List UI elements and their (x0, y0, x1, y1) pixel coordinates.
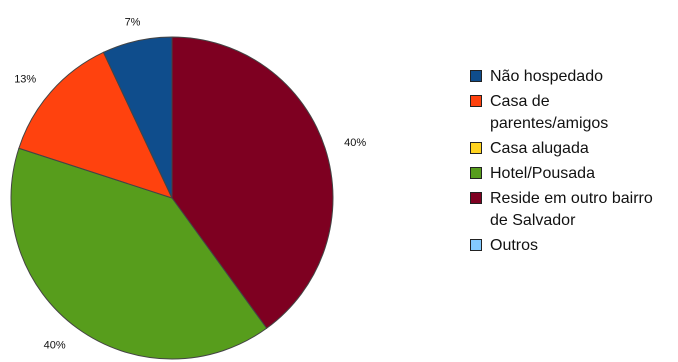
data-label-casa-de-parentes-amigos: 13% (14, 73, 36, 85)
data-label-nao-hospedado: 7% (125, 16, 141, 28)
legend-item-hotel-pousada: Hotel/Pousada (470, 163, 670, 185)
legend-swatch-casa-de-parentes-amigos (470, 95, 482, 107)
legend-swatch-reside-em-outro-bairro-de-salvador (470, 192, 482, 204)
pie-slice-nao-hospedado (102, 36, 173, 199)
legend-label-hotel-pousada: Hotel/Pousada (490, 165, 595, 182)
data-label-hotel-pousada: 40% (44, 339, 66, 351)
legend-label-nao-hospedado: Não hospedado (490, 68, 603, 85)
legend-label-casa-de-parentes-amigos: Casa de parentes/amigos (490, 93, 609, 132)
legend-swatch-hotel-pousada (470, 167, 482, 179)
data-label-reside-em-outro-bairro-de-salvador: 40% (344, 137, 366, 149)
pie-slice-casa-de-parentes-amigos (18, 51, 173, 199)
legend-swatch-outros (470, 239, 482, 251)
pie-slice-reside-em-outro-bairro-de-salvador (171, 36, 334, 329)
legend-label-outros: Outros (490, 237, 539, 254)
legend-label-casa-alugada: Casa alugada (490, 140, 589, 157)
legend-item-casa-alugada: Casa alugada (470, 138, 670, 160)
legend-item-casa-de-parentes-amigos: Casa de parentes/amigos (470, 91, 670, 135)
legend-label-reside-em-outro-bairro-de-salvador: Reside em outro bairro de Salvador (490, 190, 653, 229)
legend-item-outros: Outros (470, 235, 670, 257)
legend-swatch-casa-alugada (470, 142, 482, 154)
legend-item-nao-hospedado: Não hospedado (470, 66, 670, 88)
legend-swatch-nao-hospedado (470, 70, 482, 82)
legend: Não hospedado Casa de parentes/amigos Ca… (470, 66, 670, 260)
pie-slice-hotel-pousada (10, 147, 268, 360)
legend-item-reside-em-outro-bairro-de-salvador: Reside em outro bairro de Salvador (470, 188, 670, 232)
